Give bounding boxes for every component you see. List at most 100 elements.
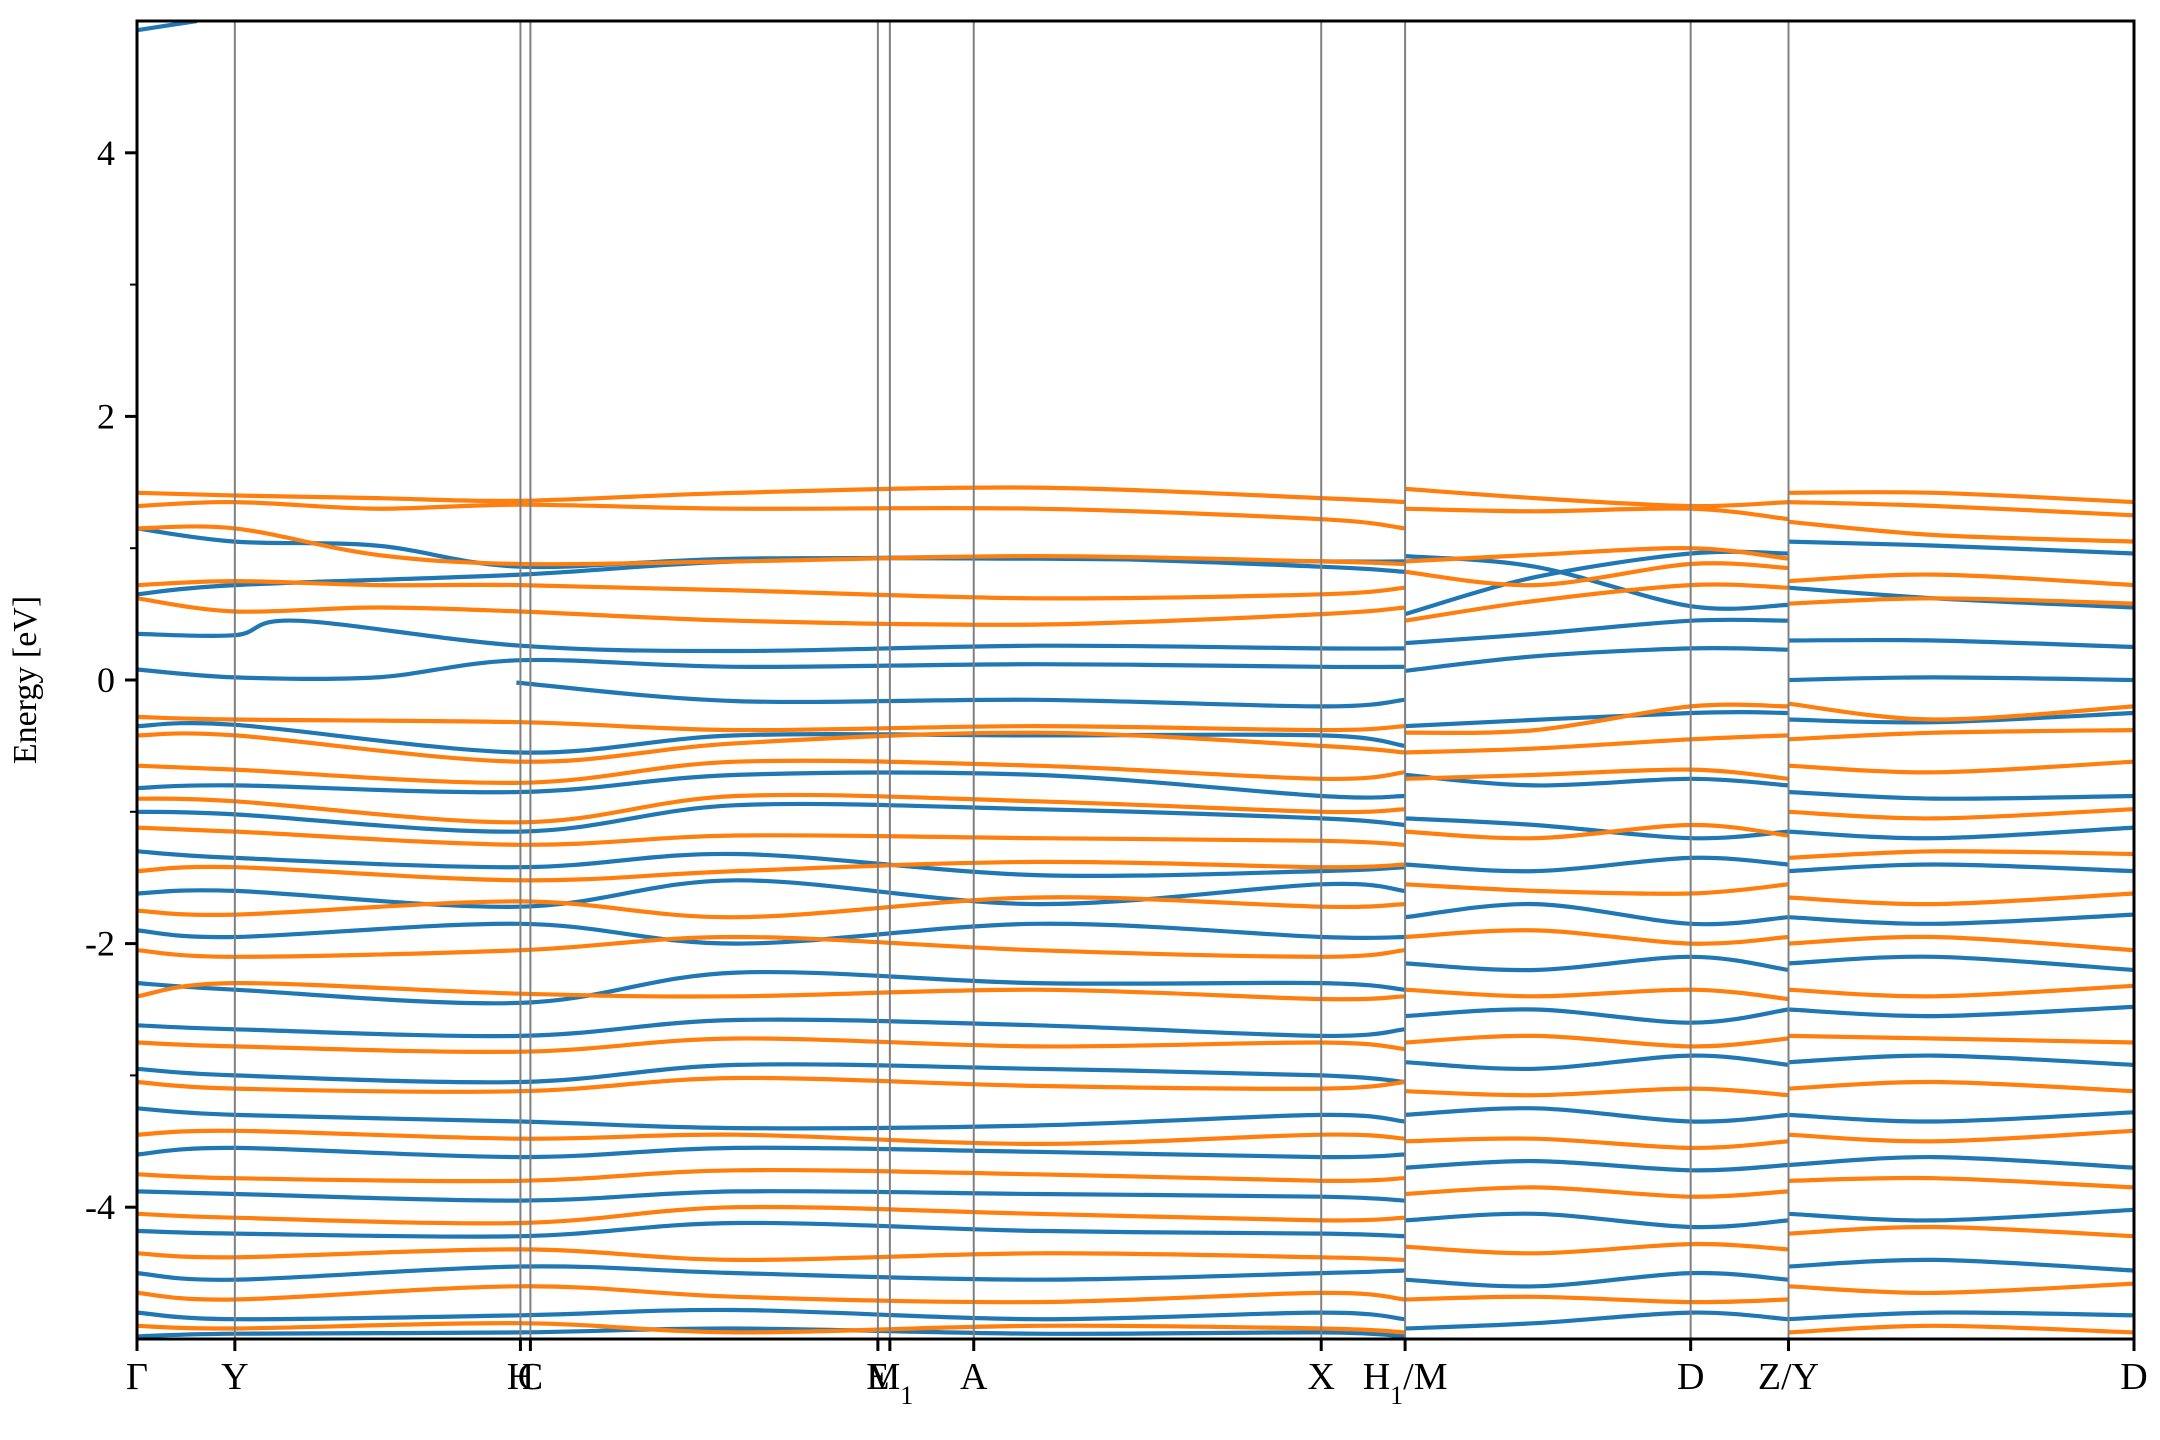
band-line-series-0-47 [1788,912,2134,926]
band-line-series-1-56 [1788,1175,2134,1190]
band-line-series-1-9 [137,579,1406,601]
band-line-series-0-16 [1788,710,2134,725]
band-line-series-1-46 [1405,1294,1789,1305]
band-line-series-1-10 [1404,561,1789,588]
band-line-series-0-51 [1788,1110,2134,1124]
x-tick-label: C [518,1356,543,1398]
x-tick-label: A [960,1356,988,1398]
band-line-series-1-45 [1404,1241,1789,1256]
band-line-series-1-32 [137,1204,1406,1226]
band-line-series-0-27 [137,1189,1406,1203]
band-line-series-1-41 [1404,1033,1789,1049]
band-line-series-1-1 [1404,486,1789,509]
band-line-series-1-16 [137,730,1406,764]
band-line-series-0-10 [137,657,1406,682]
band-line-series-1-36 [1405,767,1789,781]
band-line-series-1-49 [1788,849,2134,860]
band-line-series-1-17 [1405,702,1789,735]
band-line-series-1-53 [1788,1033,2134,1045]
band-line-series-0-39 [1404,1106,1789,1124]
band-line-series-1-31 [137,1167,1406,1184]
band-line-series-1-43 [1405,1136,1789,1151]
band-line-series-0-49 [1788,1004,2134,1019]
y-tick-label: -2 [85,924,115,964]
band-line-series-1-27 [137,980,1406,1002]
band-line-series-0-52 [1788,1154,2134,1170]
band-line-series-0-40 [1404,1158,1789,1173]
band-line-series-1-38 [1404,882,1789,896]
band-line-series-1-47 [1788,759,2134,775]
band-line-series-1-2 [1788,490,2134,505]
x-tick-label: Z/Y [1758,1356,1819,1398]
band-line-series-0-25 [137,1106,1406,1131]
band-line-series-0-12 [1788,675,2134,683]
band-line-series-1-59 [1788,1323,2134,1335]
band-line-series-1-11 [1788,572,2134,588]
band-line-series-1-21 [137,758,1406,785]
band-line-series-1-40 [1404,987,1789,1002]
band-line-series-0-32 [1404,772,1789,788]
band-line-series-1-4 [1405,506,1789,522]
band-line-series-1-13 [1404,582,1789,623]
band-line-series-0-50 [1788,1053,2134,1067]
band-line-series-0-55 [1788,1310,2134,1322]
band-line-series-0-34 [1404,855,1789,874]
band-line-series-0-26 [137,1145,1406,1160]
band-line-series-0-38 [1404,1053,1789,1072]
band-line-series-0-37 [1404,1007,1789,1025]
y-tick-label: 2 [97,396,115,436]
y-axis: 4 2 0 -2 -4 [85,133,137,1227]
band-line-series-0-3 [1788,539,2134,556]
band-line-series-1-37 [1404,822,1789,841]
band-line-series-1-6 [137,524,1406,567]
band-line-series-1-7 [1404,546,1789,564]
band-line-series-1-34 [137,1284,1406,1305]
band-line-series-0-45 [1788,825,2134,841]
band-line-series-1-25 [137,895,1406,920]
band-line-series-0-53 [1788,1207,2134,1223]
band-line-series-1-52 [1788,983,2134,999]
x-tick-label: H1/M [1363,1356,1448,1410]
band-line-series-0-24 [137,1062,1406,1085]
high-symmetry-lines [233,21,1790,1339]
x-tick-label: M1 [866,1356,913,1410]
y-tick-label: 4 [97,133,115,173]
band-line-series-1-35 [137,1321,1406,1335]
band-line-series-0-13 [516,680,1406,709]
band-line-series-1-0 [137,485,1406,505]
x-axis: Γ Y HC EM1 A X H1/M D Z/Y D [126,1339,2148,1410]
x-tick-label: D [1677,1356,1704,1398]
band-line-series-0-9 [1788,637,2134,650]
band-line-series-1-54 [1788,1079,2134,1094]
band-line-series-0-21 [137,921,1406,946]
band-line-series-0-48 [1788,954,2134,973]
band-line-series-1-48 [1788,807,2134,821]
x-tick-label: D [2120,1356,2147,1398]
band-line-series-0-28 [137,1220,1406,1239]
band-line-series-1-14 [1788,596,2134,606]
band-line-series-0-44 [1788,789,2134,801]
band-line-series-0-54 [1788,1257,2134,1273]
x-tick-label: Y [221,1356,248,1398]
band-line-series-1-30 [137,1128,1406,1146]
band-line-series-1-29 [137,1075,1406,1094]
band-line-series-1-44 [1404,1185,1789,1199]
band-line-series-0-11 [1404,645,1789,673]
band-line-series-0-18 [137,801,1406,834]
band-line-series-0-31 [137,1326,1406,1339]
band-line-series-0-23 [137,1017,1406,1039]
x-tick-label: H [507,1356,534,1398]
x-tick-label: E [866,1356,889,1398]
y-axis-label: Energy [eV] [7,596,44,764]
band-line-series-1-26 [137,934,1406,959]
band-line-series-1-58 [1788,1281,2134,1296]
band-line-series-1-19 [1788,701,2134,722]
band-line-series-0-30 [137,1307,1406,1322]
band-line-series-0-35 [1404,901,1789,927]
band-line-series-0-43 [1405,1310,1789,1331]
band-line-series-1-28 [137,1036,1406,1055]
x-tick-label: X [1307,1356,1334,1398]
band-line-series-0-42 [1404,1270,1789,1289]
x-tick-label: Γ [126,1356,148,1398]
